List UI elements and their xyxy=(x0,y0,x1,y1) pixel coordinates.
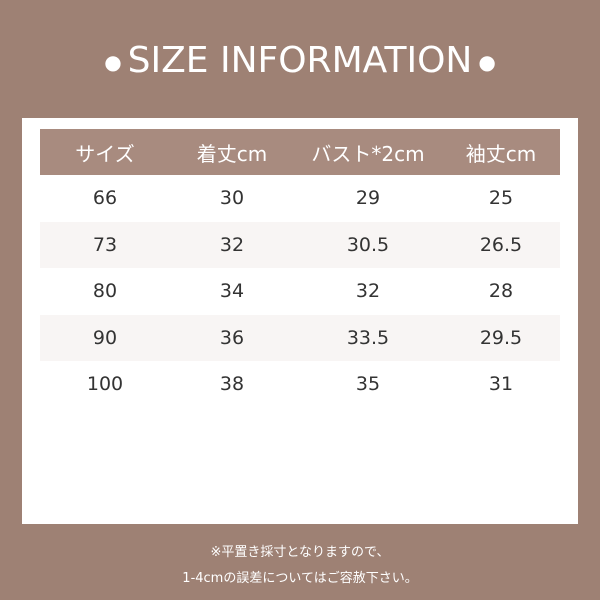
table-cell: 90 xyxy=(92,326,118,349)
table-cell: 33.5 xyxy=(346,326,390,349)
table-header: サイズ 着丈cm バスト*2cm 袖丈cm xyxy=(40,129,560,175)
table-cell: 26.5 xyxy=(479,233,523,256)
table-row: 73 32 30.5 26.5 xyxy=(40,221,560,268)
table-row: 90 36 33.5 29.5 xyxy=(40,314,560,361)
table-cell: 73 xyxy=(92,233,118,256)
bullet-dot-icon: ● xyxy=(104,50,122,74)
table-cell: 35 xyxy=(355,373,381,396)
table-cell: 25 xyxy=(488,187,514,210)
header-bust: バスト*2cm xyxy=(311,141,425,166)
note-line-1: ※平置き採寸となりますので、 xyxy=(210,545,390,560)
table-cell: 31 xyxy=(488,373,514,396)
table-cell: 38 xyxy=(219,373,245,396)
bullet-dot-icon: ● xyxy=(478,50,496,74)
table-cell: 36 xyxy=(219,326,245,349)
page-title: ● SIZE INFORMATION ● xyxy=(0,40,600,81)
table-row: 100 38 35 31 xyxy=(40,361,560,408)
header-size: サイズ xyxy=(75,141,135,166)
table-row: 80 34 32 28 xyxy=(40,268,560,315)
table-cell: 100 xyxy=(86,373,124,396)
table-cell: 30 xyxy=(219,187,245,210)
table-cell: 34 xyxy=(219,280,245,303)
table-cell: 32 xyxy=(355,280,381,303)
header-sleeve: 袖丈cm xyxy=(465,141,537,166)
note-line-2: 1-4cmの誤差についてはご容赦下さい。 xyxy=(182,571,418,586)
size-table: サイズ 着丈cm バスト*2cm 袖丈cm 66 30 29 25 73 32 30.5 26… xyxy=(40,129,560,408)
table-cell: 66 xyxy=(92,187,118,210)
title-text: SIZE INFORMATION xyxy=(127,40,473,81)
table-row: 66 30 29 25 xyxy=(40,175,560,222)
table-cell: 28 xyxy=(488,280,514,303)
table-cell: 32 xyxy=(219,233,245,256)
table-cell: 30.5 xyxy=(346,233,390,256)
table-cell: 80 xyxy=(92,280,118,303)
table-cell: 29.5 xyxy=(479,326,523,349)
header-length: 着丈cm xyxy=(196,141,268,166)
table-cell: 29 xyxy=(355,187,381,210)
